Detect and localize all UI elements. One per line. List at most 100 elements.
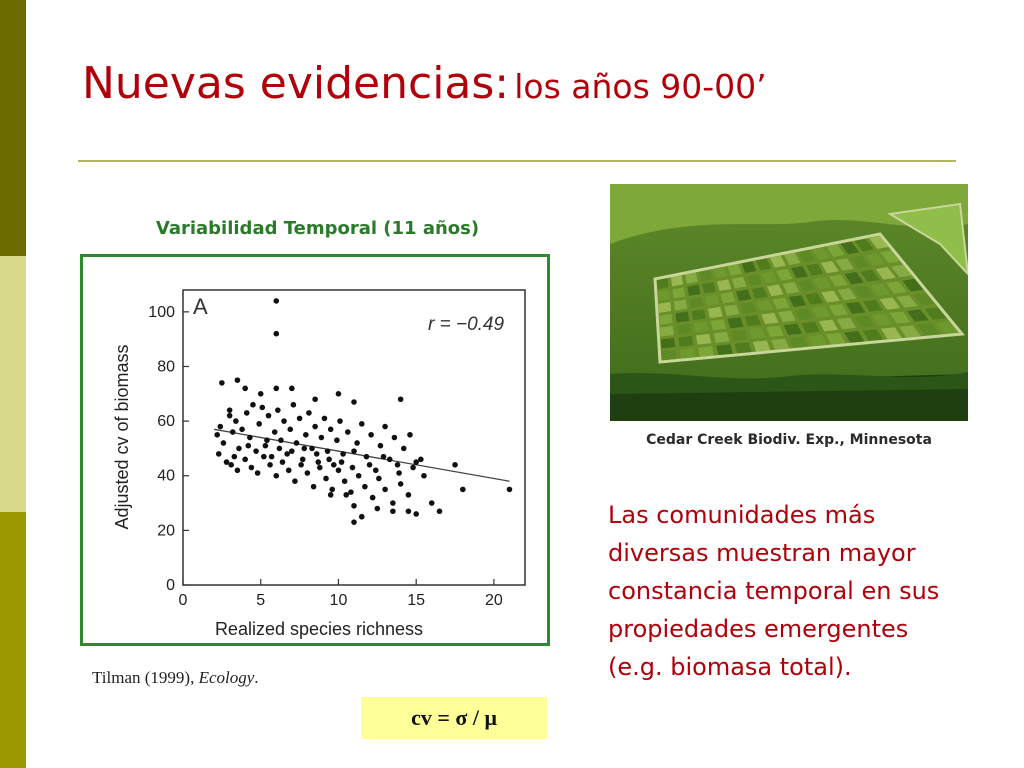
data-point [341,478,348,485]
data-point [298,462,304,468]
data-point [242,385,248,392]
data-point [284,451,290,457]
data-point [330,462,337,468]
data-point [229,429,236,435]
data-point [262,442,269,449]
y-tick-label: 20 [157,522,175,539]
y-tick-label: 80 [157,358,175,375]
data-point [351,448,357,454]
data-point [374,505,381,512]
data-point [231,453,238,460]
data-point [321,415,328,422]
data-point [338,459,345,465]
data-point [397,481,404,487]
data-point [327,426,334,433]
data-point [405,492,412,498]
data-point [369,494,376,501]
data-point [292,478,298,485]
data-point [261,453,267,460]
data-point [460,486,466,493]
data-point [243,410,250,416]
data-point [380,453,387,460]
data-point [265,412,272,419]
data-point [267,462,273,468]
axes: 0 5 10 15 20 0 20 40 60 80 100 [148,289,526,609]
field-plots-photo [610,184,968,421]
data-point [223,459,230,465]
correlation-annotation: r = −0.49 [428,314,504,335]
conclusion-line: propiedades emergentes [608,615,909,643]
x-tick-label: 10 [330,592,348,609]
data-point [304,470,311,476]
data-point [372,467,379,474]
data-point [334,437,340,444]
data-point [405,508,412,515]
data-point [257,390,264,397]
data-point [382,486,388,493]
data-point [326,456,332,463]
data-point [228,462,234,468]
title-divider [78,160,956,162]
accent-bar-middle [0,256,26,512]
data-point [281,418,287,424]
chart-frame: 0 5 10 15 20 0 20 40 60 80 100 A r = −0.49 Realize… [80,254,550,646]
data-point [363,453,370,460]
data-point [390,508,396,515]
data-point [285,467,292,474]
data-point [396,470,402,476]
data-point [310,483,317,490]
data-point [354,440,360,446]
data-point [290,401,297,408]
citation: Tilman (1999), Ecology. [92,668,259,688]
data-point [312,396,318,403]
conclusion-line: Las comunidades más [608,501,876,529]
y-axis-label: Adjusted cv of biomass [112,344,132,529]
data-point [351,502,357,509]
chart-caption: Variabilidad Temporal (11 años) [155,218,480,239]
data-point [428,500,435,506]
y-tick-label: 0 [166,577,175,594]
data-point [344,429,351,435]
data-point [306,410,312,416]
data-point [242,456,248,463]
data-point [407,431,413,438]
data-point [391,434,398,441]
data-point [275,407,281,413]
data-point [382,423,388,430]
slide-title-sub: los años 90-00’ [514,67,767,106]
slide-title: Nuevas evidencias: los años 90-00’ [82,58,767,109]
data-point [315,459,322,465]
data-point [247,434,253,441]
data-point [351,399,357,405]
data-point [245,442,252,449]
data-point [217,423,224,430]
data-point [254,470,261,476]
citation-journal: Ecology [198,668,255,687]
data-point [355,472,362,479]
data-point [309,445,315,452]
data-point [259,404,266,411]
x-tick-label: 20 [485,592,503,609]
data-point [214,431,220,438]
data-point [318,434,325,441]
x-tick-label: 0 [179,592,188,609]
y-tick-label: 100 [148,304,175,321]
accent-bar-top [0,0,26,256]
data-point [418,456,424,463]
trend-line [213,428,510,482]
conclusion-line: (e.g. biomasa total). [608,653,852,681]
data-point [324,448,331,454]
data-point [340,451,346,457]
photo-caption: Cedar Creek Biodiv. Exp., Minnesota [646,432,932,448]
citation-author: Tilman (1999), [92,668,195,687]
data-point [329,486,336,493]
data-point [386,456,393,463]
conclusion-line: diversas muestran mayor [608,539,916,567]
data-point [273,298,280,304]
data-point [256,421,262,427]
data-point [271,429,278,435]
data-point [317,464,323,471]
data-point [366,462,373,468]
data-point [273,472,280,479]
data-point [236,445,242,452]
